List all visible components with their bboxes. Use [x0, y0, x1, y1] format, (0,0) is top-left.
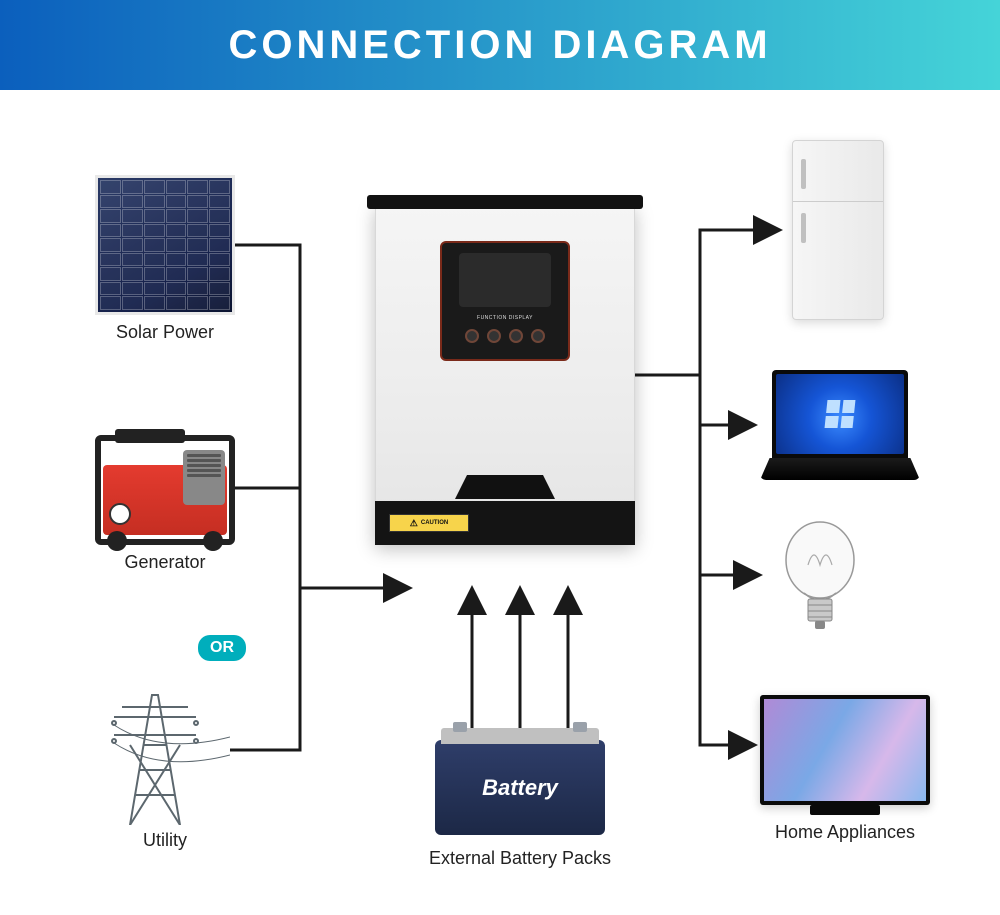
header-banner: CONNECTION DIAGRAM [0, 0, 1000, 90]
caution-sticker: CAUTION [389, 514, 469, 532]
tv-icon [760, 695, 930, 805]
inverter-base: CAUTION [375, 501, 635, 545]
battery-caption: External Battery Packs [410, 848, 630, 869]
inverter-lcd [459, 253, 551, 307]
appliances-label: Home Appliances [740, 822, 950, 843]
inverter-unit: FUNCTION DISPLAY CAUTION [375, 205, 635, 545]
fridge-icon [792, 140, 884, 320]
generator-icon [95, 435, 235, 545]
or-badge: OR [198, 635, 246, 661]
solar-panel-icon [95, 175, 235, 315]
lightbulb-icon [765, 510, 875, 640]
inverter-control-panel: FUNCTION DISPLAY [440, 241, 570, 361]
solar-label: Solar Power [95, 322, 235, 343]
generator-label: Generator [95, 552, 235, 573]
utility-label: Utility [100, 830, 230, 851]
diagram-canvas: Solar Power Generator OR Utility [0, 90, 1000, 915]
inverter-knobs [465, 329, 545, 343]
inverter-function-label: FUNCTION DISPLAY [477, 315, 533, 321]
laptop-icon [760, 370, 920, 480]
battery-text: Battery [482, 775, 558, 801]
battery-icon: Battery [435, 740, 605, 835]
header-title: CONNECTION DIAGRAM [228, 23, 771, 68]
utility-pylon-icon [100, 685, 230, 825]
inverter-vent [455, 475, 555, 499]
